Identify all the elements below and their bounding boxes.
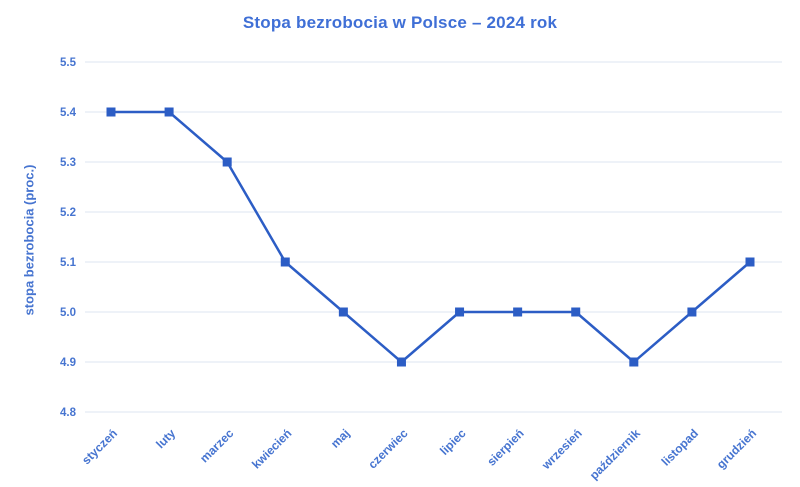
x-tick-label: grudzień: [714, 426, 759, 471]
y-tick-label: 4.9: [60, 357, 76, 369]
data-point-marker: [629, 357, 639, 367]
x-tick-label: kwiecień: [249, 426, 294, 471]
x-tick-label: listopad: [659, 426, 701, 468]
data-point-marker: [745, 257, 755, 267]
data-point-marker: [280, 257, 290, 267]
line-series: [109, 110, 752, 364]
x-tick-label: październik: [587, 426, 643, 482]
y-tick-label: 5.4: [60, 107, 77, 119]
data-point-marker: [571, 307, 581, 317]
y-tick-label: 5.2: [60, 207, 76, 219]
x-tick-label: marzec: [197, 426, 236, 465]
data-point-marker: [455, 307, 465, 317]
data-point-marker: [513, 307, 523, 317]
x-tick-label: sierpień: [484, 426, 526, 468]
x-tick-label: czerwiec: [365, 426, 411, 472]
y-tick-label: 4.8: [60, 407, 77, 419]
data-point-marker: [164, 107, 174, 117]
data-point-marker: [106, 107, 116, 117]
x-tick-label: luty: [153, 426, 178, 451]
x-tick-label: maj: [328, 426, 353, 451]
x-tick-label: lipiec: [437, 426, 469, 458]
chart-title: Stopa bezrobocia w Polsce – 2024 rok: [242, 13, 558, 32]
y-tick-label: 5.3: [60, 157, 76, 169]
data-point-marker: [687, 307, 697, 317]
data-point-marker: [396, 357, 406, 367]
data-point-marker: [338, 307, 348, 317]
x-tick-label: styczeń: [79, 426, 120, 467]
y-tick-label: 5.1: [60, 257, 77, 269]
data-point-marker: [222, 157, 232, 167]
y-tick-label: 5.0: [60, 307, 76, 319]
x-tick-label: wrzesień: [538, 426, 584, 472]
y-tick-label: 5.5: [60, 57, 77, 69]
